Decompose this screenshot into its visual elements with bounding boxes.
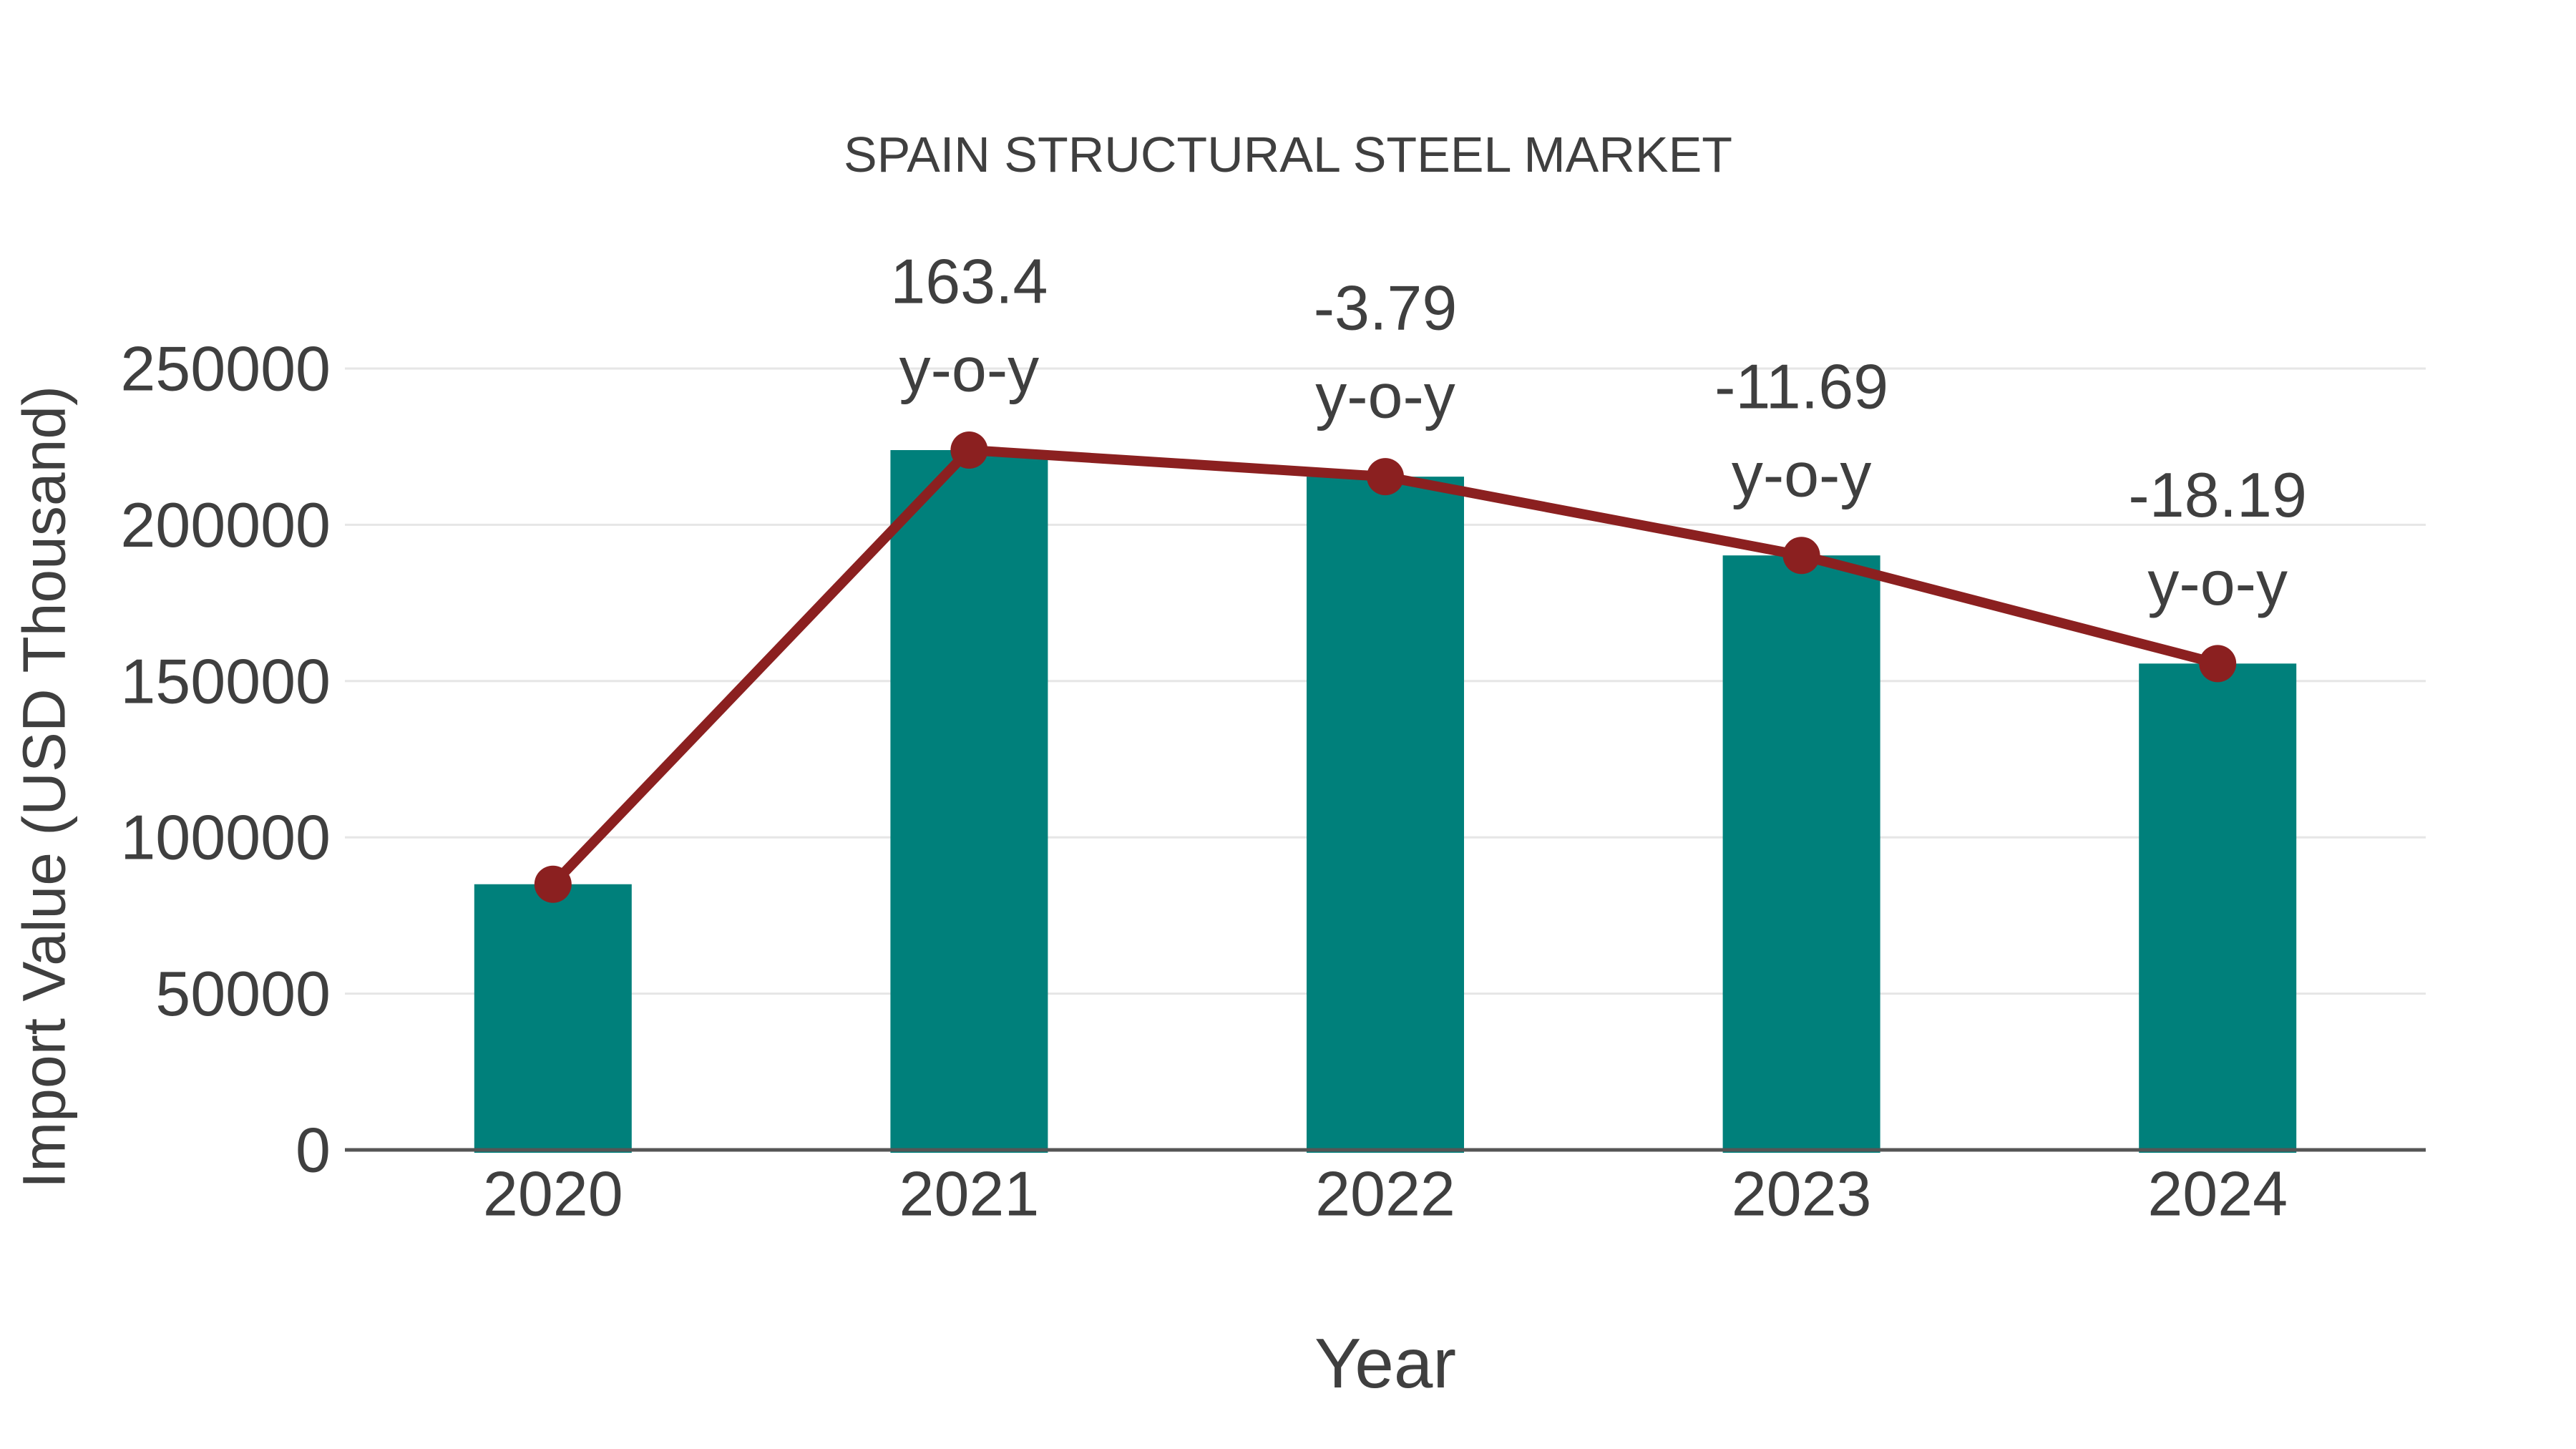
bar xyxy=(474,884,632,1153)
annotation-suffix: y-o-y xyxy=(2147,547,2288,618)
x-tick-label: 2024 xyxy=(2147,1158,2288,1229)
x-tick-label: 2023 xyxy=(1732,1158,1872,1229)
marker xyxy=(2199,645,2237,683)
y-tick-label: 150000 xyxy=(120,645,331,716)
annotation-value: -18.19 xyxy=(2128,459,2307,530)
y-tick-label: 50000 xyxy=(155,958,331,1029)
x-tick-label: 2020 xyxy=(483,1158,623,1229)
annotation-value: 163.4 xyxy=(890,246,1048,317)
x-tick-label: 2022 xyxy=(1315,1158,1455,1229)
x-axis-title: Year xyxy=(1314,1324,1457,1402)
annotation-suffix: y-o-y xyxy=(899,334,1040,405)
y-tick-label: 0 xyxy=(296,1115,331,1186)
x-tick-label: 2021 xyxy=(899,1158,1040,1229)
marker xyxy=(1782,537,1820,575)
y-tick-label: 100000 xyxy=(120,802,331,873)
bar xyxy=(890,450,1048,1153)
y-tick-label: 250000 xyxy=(120,333,331,404)
chart-title: SPAIN STRUCTURAL STEEL MARKET xyxy=(843,127,1733,182)
annotation-suffix: y-o-y xyxy=(1732,439,1872,510)
y-tick-label: 200000 xyxy=(120,489,331,560)
annotation-value: -3.79 xyxy=(1314,273,1458,343)
marker xyxy=(950,431,988,469)
annotation-suffix: y-o-y xyxy=(1315,361,1455,431)
bar xyxy=(1722,555,1880,1153)
bar xyxy=(1307,477,1464,1153)
marker xyxy=(1367,458,1404,496)
marker xyxy=(534,865,572,903)
annotation-value: -11.69 xyxy=(1714,351,1888,422)
bar xyxy=(2139,663,2297,1153)
